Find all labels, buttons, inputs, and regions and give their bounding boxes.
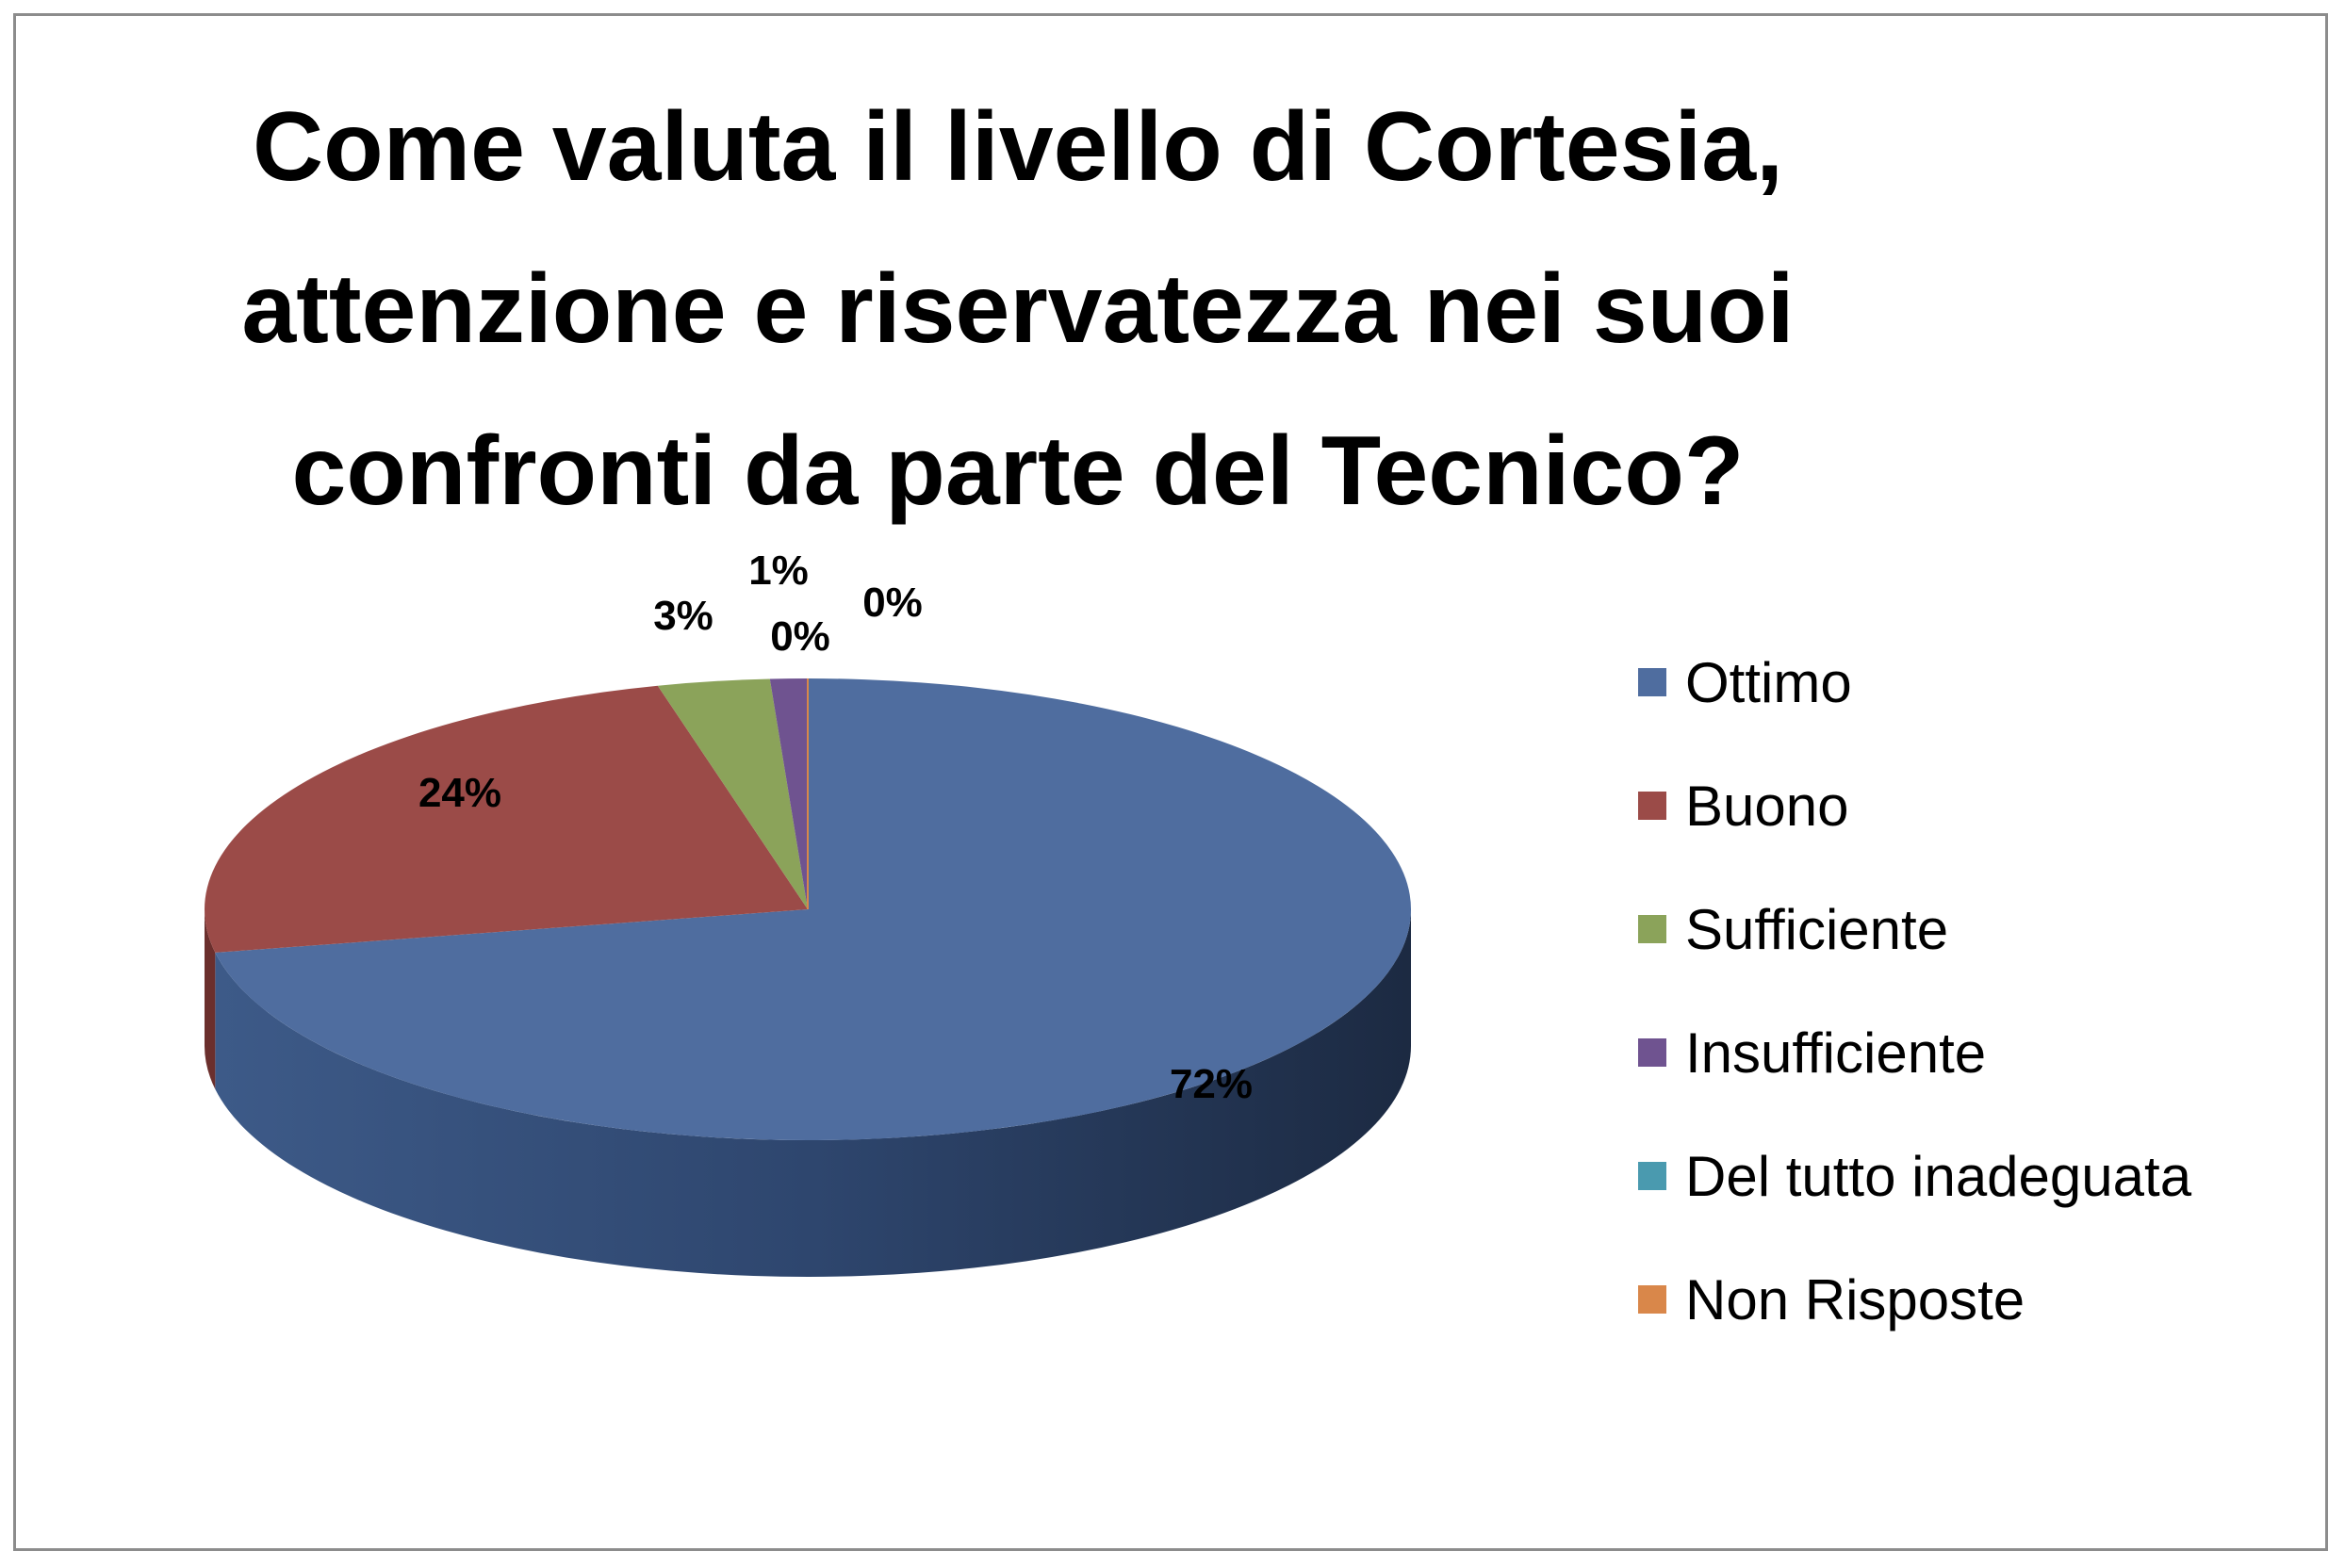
legend-item-insufficiente: Insufficiente: [1638, 1015, 1986, 1090]
legend-item-non-risposte: Non Risposte: [1638, 1262, 2025, 1337]
legend-label: Del tutto inadeguata: [1685, 1144, 2192, 1208]
legend-label: Ottimo: [1685, 650, 1852, 714]
data-label-del-tutto-inadeguata: 0%: [770, 613, 830, 660]
legend-swatch: [1638, 915, 1666, 943]
legend-item-buono: Buono: [1638, 768, 1849, 843]
data-label-non-risposte: 0%: [862, 580, 923, 626]
pie-side-ottimo: [215, 909, 1412, 1277]
legend-label: Buono: [1685, 774, 1849, 838]
legend-swatch: [1638, 1038, 1666, 1067]
legend-item-ottimo: Ottimo: [1638, 645, 1852, 720]
legend-label: Sufficiente: [1685, 897, 1949, 961]
chart-title-line-2: attenzione e riservatezza nei suoi: [241, 254, 1795, 364]
legend-label: Non Risposte: [1685, 1267, 2025, 1331]
legend-swatch: [1638, 792, 1666, 820]
pie-side-buono: [205, 909, 216, 1089]
pie-slice-ottimo: [215, 678, 1412, 1140]
pie-slice-insufficiente: [769, 678, 808, 909]
pie-slice-buono: [205, 685, 808, 953]
pie-slices: [205, 678, 1412, 1140]
legend-swatch: [1638, 1285, 1666, 1314]
legend-label: Insufficiente: [1685, 1021, 1987, 1085]
chart-title-line-1: Come valuta il livello di Cortesia,: [252, 92, 1784, 202]
legend-swatch: [1638, 668, 1666, 696]
legend-swatch: [1638, 1162, 1666, 1190]
data-label-ottimo: 72%: [1170, 1061, 1253, 1107]
legend-item-del-tutto-inadeguata: Del tutto inadeguata: [1638, 1138, 2191, 1214]
data-label-buono: 24%: [418, 770, 501, 816]
data-label-insufficiente: 1%: [748, 547, 809, 594]
legend-item-sufficiente: Sufficiente: [1638, 891, 1948, 967]
chart-title: Come valuta il livello di Cortesia, atte…: [189, 66, 1847, 552]
data-label-sufficiente: 3%: [653, 593, 713, 639]
pie-data-labels: 72% 24% 3% 1% 0% 0%: [418, 547, 1253, 1107]
pie-slice-sufficiente: [657, 678, 808, 909]
pie-sides: [205, 909, 1412, 1277]
chart-title-line-3: confronti da parte del Tecnico?: [291, 416, 1745, 526]
